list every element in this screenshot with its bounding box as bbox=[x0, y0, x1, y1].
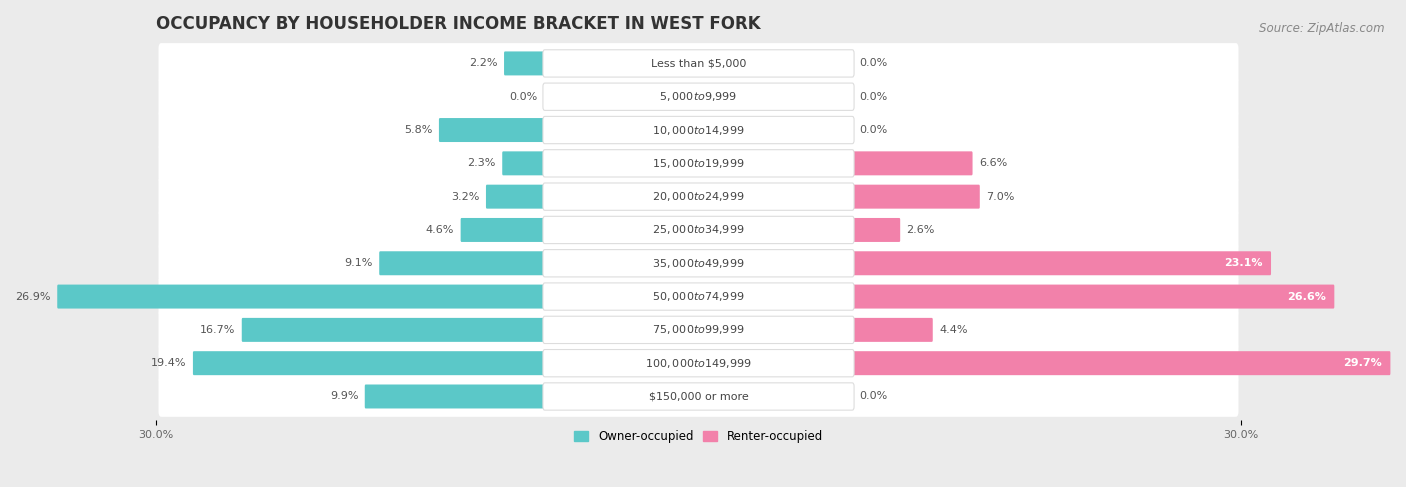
FancyBboxPatch shape bbox=[380, 251, 546, 275]
Text: 5.8%: 5.8% bbox=[404, 125, 433, 135]
FancyBboxPatch shape bbox=[852, 318, 932, 342]
Text: 4.6%: 4.6% bbox=[426, 225, 454, 235]
Text: 7.0%: 7.0% bbox=[986, 192, 1015, 202]
Text: $20,000 to $24,999: $20,000 to $24,999 bbox=[652, 190, 745, 203]
FancyBboxPatch shape bbox=[486, 185, 546, 208]
FancyBboxPatch shape bbox=[852, 251, 1271, 275]
FancyBboxPatch shape bbox=[439, 118, 546, 142]
Text: $15,000 to $19,999: $15,000 to $19,999 bbox=[652, 157, 745, 170]
Text: 0.0%: 0.0% bbox=[859, 125, 887, 135]
FancyBboxPatch shape bbox=[543, 183, 853, 210]
FancyBboxPatch shape bbox=[242, 318, 546, 342]
FancyBboxPatch shape bbox=[543, 316, 853, 343]
Text: 2.6%: 2.6% bbox=[907, 225, 935, 235]
Text: 0.0%: 0.0% bbox=[859, 58, 887, 69]
Text: $100,000 to $149,999: $100,000 to $149,999 bbox=[645, 356, 752, 370]
Text: $75,000 to $99,999: $75,000 to $99,999 bbox=[652, 323, 745, 337]
Text: Less than $5,000: Less than $5,000 bbox=[651, 58, 747, 69]
FancyBboxPatch shape bbox=[159, 176, 1239, 217]
Text: 6.6%: 6.6% bbox=[979, 158, 1007, 169]
FancyBboxPatch shape bbox=[852, 218, 900, 242]
FancyBboxPatch shape bbox=[461, 218, 546, 242]
FancyBboxPatch shape bbox=[159, 43, 1239, 84]
FancyBboxPatch shape bbox=[502, 151, 546, 175]
FancyBboxPatch shape bbox=[543, 150, 853, 177]
FancyBboxPatch shape bbox=[852, 151, 973, 175]
FancyBboxPatch shape bbox=[58, 284, 546, 309]
Text: 19.4%: 19.4% bbox=[150, 358, 187, 368]
Text: OCCUPANCY BY HOUSEHOLDER INCOME BRACKET IN WEST FORK: OCCUPANCY BY HOUSEHOLDER INCOME BRACKET … bbox=[156, 15, 761, 33]
FancyBboxPatch shape bbox=[852, 185, 980, 208]
Text: $50,000 to $74,999: $50,000 to $74,999 bbox=[652, 290, 745, 303]
FancyBboxPatch shape bbox=[159, 243, 1239, 283]
Text: 3.2%: 3.2% bbox=[451, 192, 479, 202]
Text: 16.7%: 16.7% bbox=[200, 325, 235, 335]
Text: $25,000 to $34,999: $25,000 to $34,999 bbox=[652, 224, 745, 237]
FancyBboxPatch shape bbox=[159, 276, 1239, 317]
FancyBboxPatch shape bbox=[543, 350, 853, 377]
FancyBboxPatch shape bbox=[159, 110, 1239, 150]
FancyBboxPatch shape bbox=[543, 216, 853, 244]
Text: 26.9%: 26.9% bbox=[15, 292, 51, 301]
Text: 29.7%: 29.7% bbox=[1344, 358, 1382, 368]
FancyBboxPatch shape bbox=[159, 76, 1239, 117]
FancyBboxPatch shape bbox=[159, 310, 1239, 350]
Text: 9.9%: 9.9% bbox=[330, 392, 359, 401]
FancyBboxPatch shape bbox=[543, 250, 853, 277]
FancyBboxPatch shape bbox=[543, 50, 853, 77]
FancyBboxPatch shape bbox=[159, 343, 1239, 383]
Text: 0.0%: 0.0% bbox=[859, 392, 887, 401]
FancyBboxPatch shape bbox=[543, 116, 853, 144]
Text: $5,000 to $9,999: $5,000 to $9,999 bbox=[659, 90, 738, 103]
Text: 26.6%: 26.6% bbox=[1288, 292, 1326, 301]
FancyBboxPatch shape bbox=[364, 385, 546, 409]
Text: 4.4%: 4.4% bbox=[939, 325, 967, 335]
Text: 2.2%: 2.2% bbox=[470, 58, 498, 69]
Legend: Owner-occupied, Renter-occupied: Owner-occupied, Renter-occupied bbox=[569, 426, 828, 448]
FancyBboxPatch shape bbox=[193, 351, 546, 375]
Text: 0.0%: 0.0% bbox=[859, 92, 887, 102]
Text: 9.1%: 9.1% bbox=[344, 258, 373, 268]
Text: $35,000 to $49,999: $35,000 to $49,999 bbox=[652, 257, 745, 270]
Text: 0.0%: 0.0% bbox=[509, 92, 537, 102]
Text: $10,000 to $14,999: $10,000 to $14,999 bbox=[652, 124, 745, 136]
Text: Source: ZipAtlas.com: Source: ZipAtlas.com bbox=[1260, 22, 1385, 35]
Text: $150,000 or more: $150,000 or more bbox=[648, 392, 748, 401]
FancyBboxPatch shape bbox=[543, 83, 853, 111]
FancyBboxPatch shape bbox=[159, 143, 1239, 184]
FancyBboxPatch shape bbox=[503, 52, 546, 75]
FancyBboxPatch shape bbox=[159, 376, 1239, 417]
Text: 23.1%: 23.1% bbox=[1225, 258, 1263, 268]
FancyBboxPatch shape bbox=[543, 383, 853, 410]
FancyBboxPatch shape bbox=[159, 209, 1239, 250]
FancyBboxPatch shape bbox=[543, 283, 853, 310]
Text: 2.3%: 2.3% bbox=[468, 158, 496, 169]
FancyBboxPatch shape bbox=[852, 284, 1334, 309]
FancyBboxPatch shape bbox=[852, 351, 1391, 375]
